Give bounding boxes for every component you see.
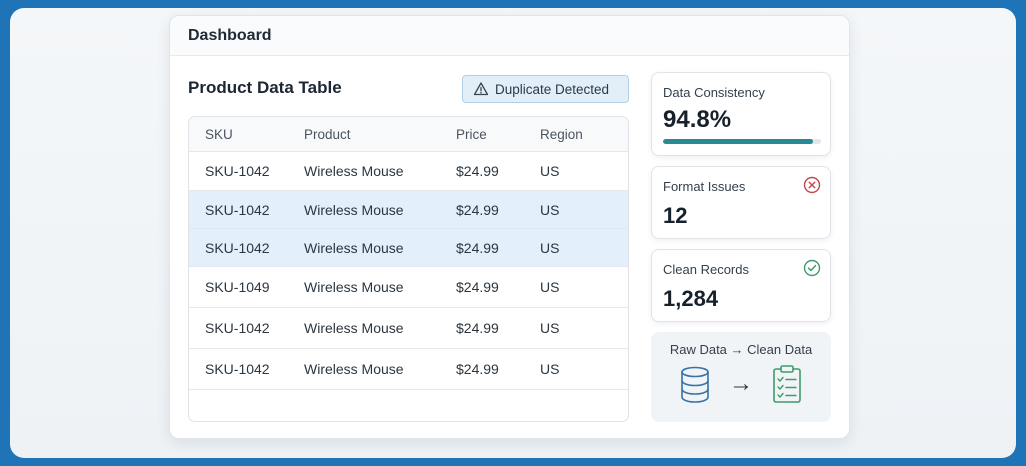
cell-price: $24.99 — [456, 163, 499, 179]
consistency-value: 94.8% — [663, 106, 732, 133]
cell-sku: SKU-1049 — [205, 279, 270, 295]
cell-price: $24.99 — [456, 320, 499, 336]
cell-price: $24.99 — [456, 361, 499, 377]
product-data-table: SKU Product Price Region SKU-1042 Wirele… — [188, 116, 629, 422]
warning-icon — [473, 82, 489, 96]
cell-product: Wireless Mouse — [304, 239, 404, 256]
badge-label: Duplicate Detected — [495, 81, 610, 97]
flow-label: Raw Data → Clean Data — [669, 342, 813, 357]
database-icon — [681, 366, 709, 403]
data-consistency-card[interactable]: Data Consistency 94.8% — [651, 72, 831, 156]
table-title: Product Data Table — [188, 78, 342, 97]
column-header-product[interactable]: Product — [304, 126, 351, 142]
progress-fill — [663, 139, 813, 144]
cell-region: US — [540, 361, 560, 377]
cell-product: Wireless Mouse — [304, 320, 404, 336]
check-circle-icon — [803, 259, 821, 277]
consistency-progress-bar — [663, 139, 821, 144]
cell-sku: SKU-1042 — [205, 163, 270, 179]
cell-product: Wireless Mouse — [304, 163, 404, 179]
cell-region: US — [540, 239, 560, 256]
cell-product: Wireless Mouse — [304, 201, 404, 218]
flow-arrow: → — [729, 370, 753, 397]
clipboard-checklist-icon — [773, 365, 801, 403]
table-row[interactable]: SKU-1042 Wireless Mouse $24.99 US — [189, 349, 628, 390]
window-title: Dashboard — [170, 16, 849, 56]
cell-price: $24.99 — [456, 239, 499, 256]
column-header-sku[interactable]: SKU — [205, 126, 233, 142]
cell-price: $24.99 — [456, 201, 499, 218]
cell-sku: SKU-1042 — [205, 239, 270, 256]
column-header-region[interactable]: Region — [540, 126, 583, 142]
cell-region: US — [540, 279, 560, 295]
table-row[interactable]: SKU-1042 Wireless Mouse $24.99 US — [189, 308, 628, 349]
table-row[interactable]: SKU-1049 Wireless Mouse $24.99 US — [189, 267, 628, 308]
table-row[interactable]: SKU-1042 Wireless Mouse $24.99 US — [189, 152, 628, 191]
table-row-duplicate[interactable]: SKU-1042 Wireless Mouse $24.99 US — [189, 191, 628, 229]
x-circle-icon — [803, 176, 821, 194]
cell-product: Wireless Mouse — [304, 279, 404, 295]
format-issues-card[interactable]: Format Issues 12 — [651, 166, 831, 239]
dashboard-window: Dashboard Product Data Table Duplicate D… — [169, 15, 850, 439]
table-row-duplicate[interactable]: SKU-1042 Wireless Mouse $24.99 US — [189, 229, 628, 267]
cell-product: Wireless Mouse — [304, 361, 404, 377]
cell-sku: SKU-1042 — [205, 201, 270, 218]
duplicate-detected-badge[interactable]: Duplicate Detected — [462, 75, 629, 103]
format-issues-value: 12 — [663, 203, 688, 228]
cell-region: US — [540, 163, 560, 179]
cell-sku: SKU-1042 — [205, 361, 270, 377]
cell-price: $24.99 — [456, 279, 499, 295]
clean-records-value: 1,284 — [663, 286, 719, 311]
cell-region: US — [540, 320, 560, 336]
card-label: Format Issues — [663, 179, 746, 194]
column-header-price[interactable]: Price — [456, 126, 487, 142]
table-header-row: SKU Product Price Region — [189, 117, 628, 152]
card-label: Clean Records — [663, 262, 749, 277]
cell-region: US — [540, 201, 560, 218]
cell-sku: SKU-1042 — [205, 320, 270, 336]
card-label: Data Consistency — [663, 85, 765, 100]
data-flow-panel: Raw Data → Clean Data → — [651, 332, 831, 422]
clean-records-card[interactable]: Clean Records 1,284 — [651, 249, 831, 322]
